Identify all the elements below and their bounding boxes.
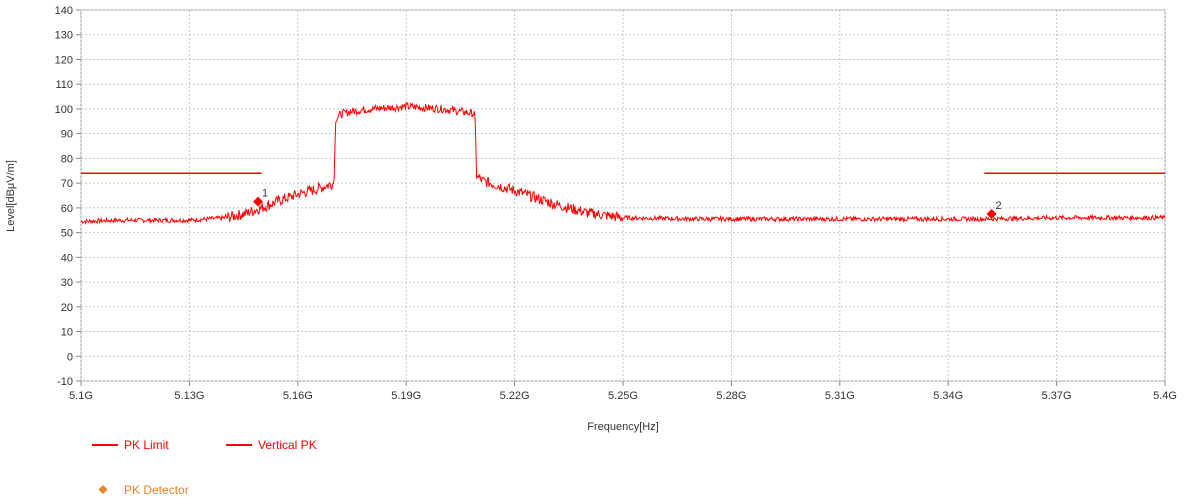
x-axis-ticks: 5.1G 5.13G 5.16G 5.19G 5.22G 5.25G 5.28G 5.31G 5… (69, 381, 1177, 402)
grid (80, 9, 1166, 382)
x-tick-label: 5.37G (1042, 390, 1072, 402)
y-tick-label: 110 (55, 79, 73, 91)
pk-detector-marker (986, 209, 997, 220)
x-tick-label: 5.16G (283, 390, 313, 402)
y-axis-label: Level[dBμV/m] (5, 160, 17, 232)
legend-label-pk-limit: PK Limit (124, 438, 169, 452)
y-axis-ticks: -10 0 10 20 30 40 50 60 70 80 90 100 110 120 130 140 (55, 5, 81, 388)
x-tick-label: 5.31G (825, 390, 855, 402)
y-tick-label: 30 (61, 277, 73, 289)
y-tick-label: 120 (55, 54, 73, 66)
y-tick-label: 140 (55, 5, 73, 17)
x-tick-label: 5.25G (608, 390, 638, 402)
pk-detector-marker-label: 2 (996, 200, 1002, 212)
x-axis-label: Frequency[Hz] (587, 421, 659, 433)
y-tick-label: 70 (61, 178, 73, 190)
x-tick-label: 5.34G (933, 390, 963, 402)
pk-detector-marker-label: 1 (262, 188, 268, 200)
pk-detector-marker (253, 196, 264, 207)
x-tick-label: 5.19G (391, 390, 421, 402)
legend-label-vertical-pk: Vertical PK (258, 438, 317, 452)
y-tick-label: 90 (61, 129, 73, 141)
y-tick-label: 80 (61, 153, 73, 165)
series-layer (80, 101, 1166, 225)
x-tick-label: 5.22G (500, 390, 530, 402)
x-tick-label: 5.1G (69, 390, 93, 402)
legend: PK Limit Vertical PK PK Detector (92, 438, 317, 497)
x-tick-label: 5.13G (174, 390, 204, 402)
x-tick-label: 5.4G (1153, 390, 1177, 402)
y-tick-label: 100 (55, 104, 73, 116)
y-tick-label: -10 (57, 376, 73, 388)
y-tick-label: 60 (61, 203, 73, 215)
y-tick-label: 0 (67, 351, 73, 363)
y-tick-label: 20 (61, 302, 73, 314)
markers-layer: 12 (253, 188, 1002, 220)
legend-swatch-pk-detector (98, 485, 108, 494)
y-tick-label: 40 (61, 252, 73, 264)
vertical-pk-trace (80, 101, 1166, 225)
y-tick-label: 130 (55, 30, 73, 42)
x-tick-label: 5.28G (716, 390, 746, 402)
y-tick-label: 10 (61, 327, 73, 339)
y-tick-label: 50 (61, 228, 73, 240)
legend-label-pk-detector: PK Detector (124, 483, 189, 497)
